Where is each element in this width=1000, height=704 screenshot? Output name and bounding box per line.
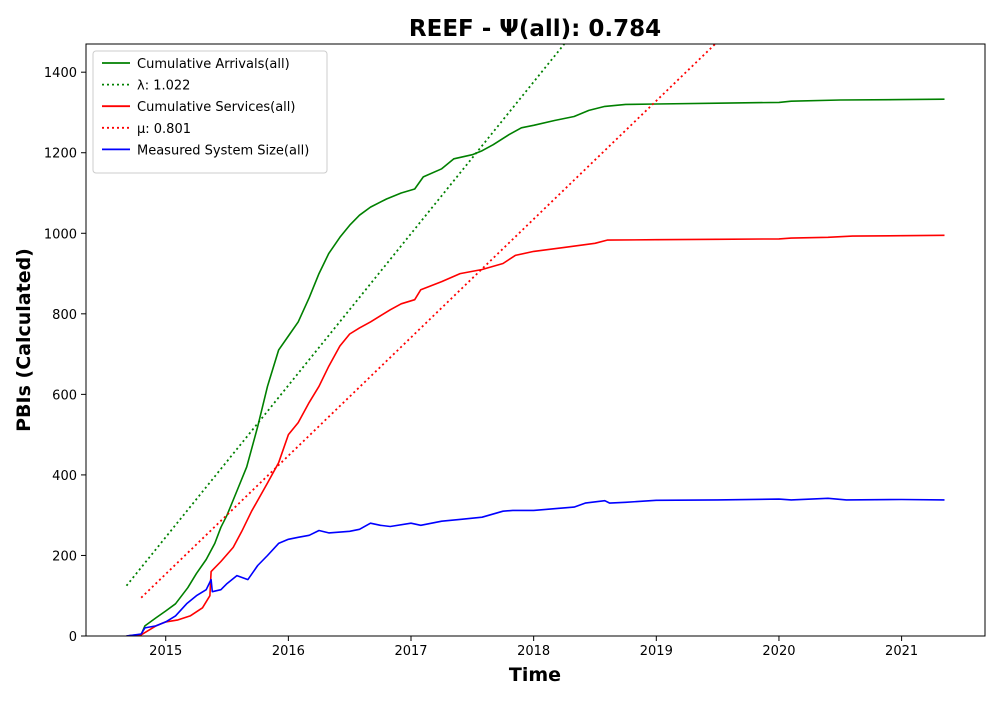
y-tick-label: 400	[52, 469, 77, 484]
legend-box	[92, 50, 328, 174]
y-tick-label: 200	[52, 549, 77, 564]
legend-label: Cumulative Arrivals(all)	[137, 57, 290, 72]
x-tick-label: 2019	[640, 644, 673, 659]
legend: Cumulative Arrivals(all) λ: 1.022 Cumulati…	[92, 50, 328, 174]
x-tick-label: 2016	[272, 644, 305, 659]
y-axis-title: PBIs (Calculated)	[13, 248, 35, 432]
x-tick-label: 2017	[394, 644, 427, 659]
y-tick-label: 0	[69, 630, 77, 645]
legend-label: Cumulative Services(all)	[137, 100, 295, 115]
y-tick-label: 1200	[44, 147, 77, 162]
x-tick-label: 2020	[762, 644, 795, 659]
x-tick-label: 2015	[149, 644, 182, 659]
x-axis-title: Time	[509, 664, 561, 686]
legend-label: λ: 1.022	[137, 79, 190, 94]
axis-ticks: 2015 2016 2017 2018 2019 2020 2021 0 200 400 600 80…	[44, 66, 918, 659]
series-line-0	[126, 98, 945, 636]
series-line-4	[126, 497, 945, 636]
plot-frame	[85, 43, 986, 637]
series-line-1	[125, 44, 565, 587]
legend-label: μ: 0.801	[137, 122, 191, 137]
y-tick-label: 1000	[44, 227, 77, 242]
chart-title: REEF - Ψ(all): 0.784	[409, 16, 661, 42]
x-tick-label: 2021	[885, 644, 918, 659]
legend-label: Measured System Size(all)	[137, 143, 309, 158]
series-line-2	[126, 234, 945, 636]
y-tick-label: 600	[52, 388, 77, 403]
y-tick-label: 800	[52, 308, 77, 323]
x-tick-label: 2018	[517, 644, 550, 659]
series-layer	[125, 44, 945, 636]
y-tick-label: 1400	[44, 66, 77, 81]
